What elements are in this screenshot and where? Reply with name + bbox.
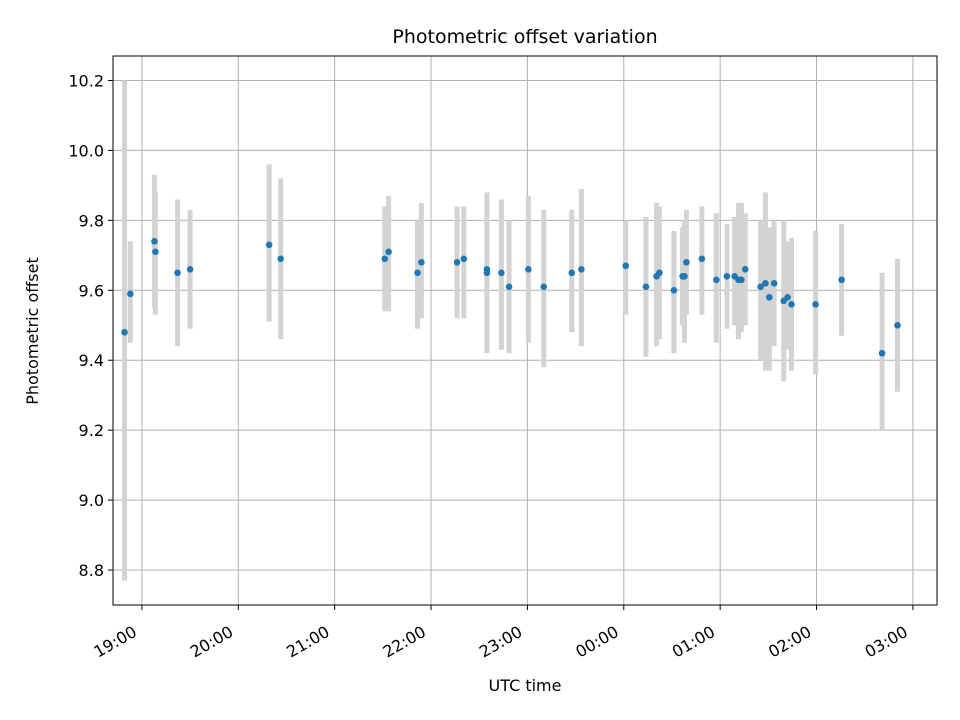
y-axis-label: Photometric offset (23, 257, 42, 405)
y-tick-label: 9.0 (79, 491, 104, 510)
data-point (878, 349, 886, 357)
data-point (788, 300, 795, 308)
data-point (757, 283, 764, 291)
data-point (766, 293, 773, 301)
data-point (174, 269, 181, 277)
data-point (698, 255, 706, 263)
data-point (414, 269, 421, 277)
y-tick-label: 9.2 (79, 421, 104, 440)
data-point (418, 259, 425, 266)
y-axis-ticks: 8.8 9.0 9.2 9.4 9.6 9.8 10.0 10.2 (68, 71, 113, 580)
y-tick-label: 10.0 (68, 141, 104, 160)
data-point (683, 259, 690, 266)
data-point (812, 300, 819, 308)
data-point (460, 255, 468, 263)
data-point (385, 248, 392, 256)
data-point (738, 276, 745, 284)
grid (113, 56, 937, 605)
y-tick-label: 9.8 (79, 211, 104, 230)
data-point (762, 279, 769, 287)
data-point (498, 269, 505, 277)
data-point (784, 293, 791, 301)
data-point (505, 283, 513, 291)
y-tick-label: 10.2 (68, 71, 104, 90)
data-point (127, 290, 134, 298)
data-point (656, 269, 663, 277)
data-point (670, 286, 678, 294)
data-point (622, 262, 630, 270)
y-tick-label: 8.8 (79, 561, 104, 580)
data-point (741, 266, 749, 273)
data-point (838, 276, 845, 284)
data-point (483, 269, 491, 277)
data-point (381, 255, 389, 263)
data-points (121, 238, 901, 357)
data-point (265, 241, 273, 249)
data-point (681, 272, 688, 280)
data-point (525, 266, 532, 273)
data-point (770, 279, 778, 287)
data-point (151, 238, 158, 245)
data-point (642, 283, 650, 291)
plot-frame (112, 55, 938, 606)
chart-title: Photometric offset variation (392, 26, 657, 48)
data-point (453, 259, 461, 266)
x-axis-label: UTC time (489, 676, 562, 695)
data-point (713, 276, 720, 284)
y-tick-label: 9.6 (79, 281, 104, 300)
data-point (277, 255, 284, 263)
data-point (186, 266, 194, 273)
data-point (121, 328, 128, 336)
data-point (578, 266, 585, 273)
data-point (540, 283, 548, 291)
data-point (568, 269, 576, 277)
y-tick-label: 9.4 (79, 351, 104, 370)
data-point (152, 248, 159, 256)
data-point (894, 321, 901, 329)
data-point (723, 272, 731, 280)
